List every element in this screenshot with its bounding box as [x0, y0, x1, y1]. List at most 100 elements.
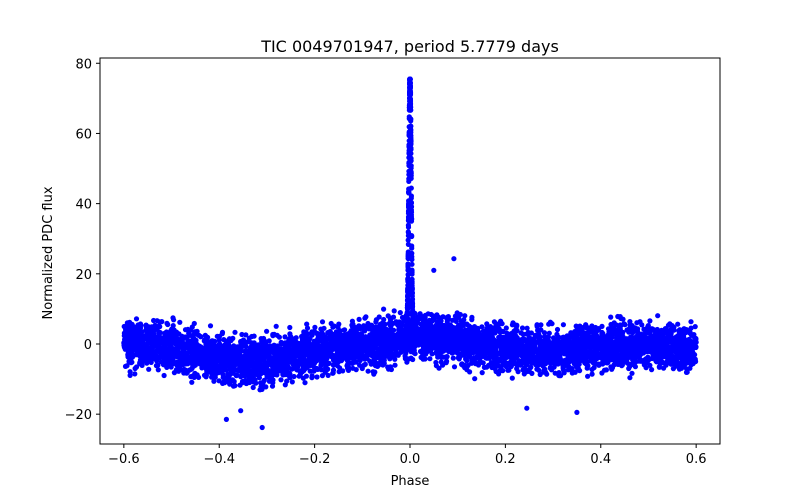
data-point [519, 341, 525, 347]
data-point [378, 326, 384, 332]
data-point [590, 326, 596, 332]
data-point [273, 323, 279, 329]
data-point [507, 332, 513, 339]
data-point [310, 353, 316, 359]
data-point [582, 323, 588, 330]
data-point [209, 371, 215, 378]
data-point [387, 364, 393, 370]
data-point [675, 360, 681, 366]
data-point [127, 369, 133, 375]
data-point [323, 358, 329, 364]
data-point [173, 329, 180, 335]
data-point [155, 367, 161, 373]
data-point [660, 329, 666, 336]
data-point [585, 373, 591, 379]
data-point [654, 359, 660, 365]
data-point [315, 338, 322, 344]
data-point [298, 349, 304, 355]
data-point [687, 360, 693, 366]
data-point [410, 356, 416, 363]
data-point [157, 319, 163, 325]
data-point [535, 349, 542, 355]
data-point [349, 324, 356, 330]
data-point [590, 343, 596, 349]
data-point [222, 364, 228, 370]
data-point [378, 351, 384, 357]
data-point [480, 344, 486, 350]
data-point [599, 370, 605, 376]
data-point [143, 324, 149, 330]
data-point [282, 334, 288, 340]
data-point [423, 331, 429, 337]
data-point [191, 320, 197, 327]
data-point [589, 353, 595, 359]
data-point [289, 379, 295, 385]
data-point [639, 322, 645, 328]
data-point [315, 366, 321, 372]
data-point [237, 382, 243, 388]
data-point [524, 325, 530, 331]
data-point [159, 354, 165, 360]
data-point [525, 331, 532, 337]
data-point [632, 338, 639, 344]
data-point [243, 348, 249, 355]
data-point [310, 348, 316, 354]
data-point [668, 346, 674, 352]
data-point [289, 366, 295, 372]
data-point [645, 324, 651, 330]
data-point [658, 348, 664, 354]
data-point [266, 370, 272, 376]
data-point [499, 350, 505, 356]
data-point [374, 362, 381, 368]
data-point [518, 362, 524, 368]
data-point [463, 340, 469, 346]
data-point [479, 370, 485, 376]
data-point [670, 327, 676, 333]
data-point [306, 355, 313, 361]
data-point [611, 320, 617, 326]
data-point [258, 336, 264, 342]
data-point [291, 373, 297, 380]
data-point [344, 338, 350, 344]
data-point [184, 343, 190, 349]
data-point [226, 343, 232, 350]
data-point [606, 345, 612, 351]
data-point [530, 356, 536, 362]
data-point [391, 308, 397, 314]
data-point [681, 363, 687, 369]
data-point [647, 362, 653, 368]
data-point [605, 332, 611, 338]
data-point [286, 359, 292, 365]
data-point [488, 360, 494, 366]
data-point [278, 340, 284, 346]
data-point [264, 328, 270, 334]
data-point [257, 387, 263, 393]
data-point [504, 348, 510, 354]
data-point [692, 324, 698, 330]
data-point [232, 329, 238, 335]
data-point [354, 353, 360, 359]
data-point [675, 321, 681, 327]
data-point [207, 323, 214, 329]
data-point [139, 362, 145, 368]
data-point [192, 329, 198, 335]
data-point [185, 353, 191, 359]
data-point [631, 326, 637, 332]
data-point [608, 314, 614, 320]
data-point [302, 380, 308, 386]
data-point [398, 349, 404, 355]
data-point [656, 364, 663, 370]
data-point [309, 329, 315, 335]
data-point [612, 361, 618, 367]
data-point [380, 362, 386, 368]
data-point [209, 338, 215, 344]
data-point [345, 367, 352, 373]
data-point [658, 342, 664, 348]
data-point [515, 336, 521, 342]
data-point [433, 328, 440, 334]
data-point [299, 333, 305, 340]
data-point [427, 356, 433, 362]
data-point [283, 367, 289, 374]
data-point [499, 338, 505, 344]
data-point [330, 362, 336, 368]
